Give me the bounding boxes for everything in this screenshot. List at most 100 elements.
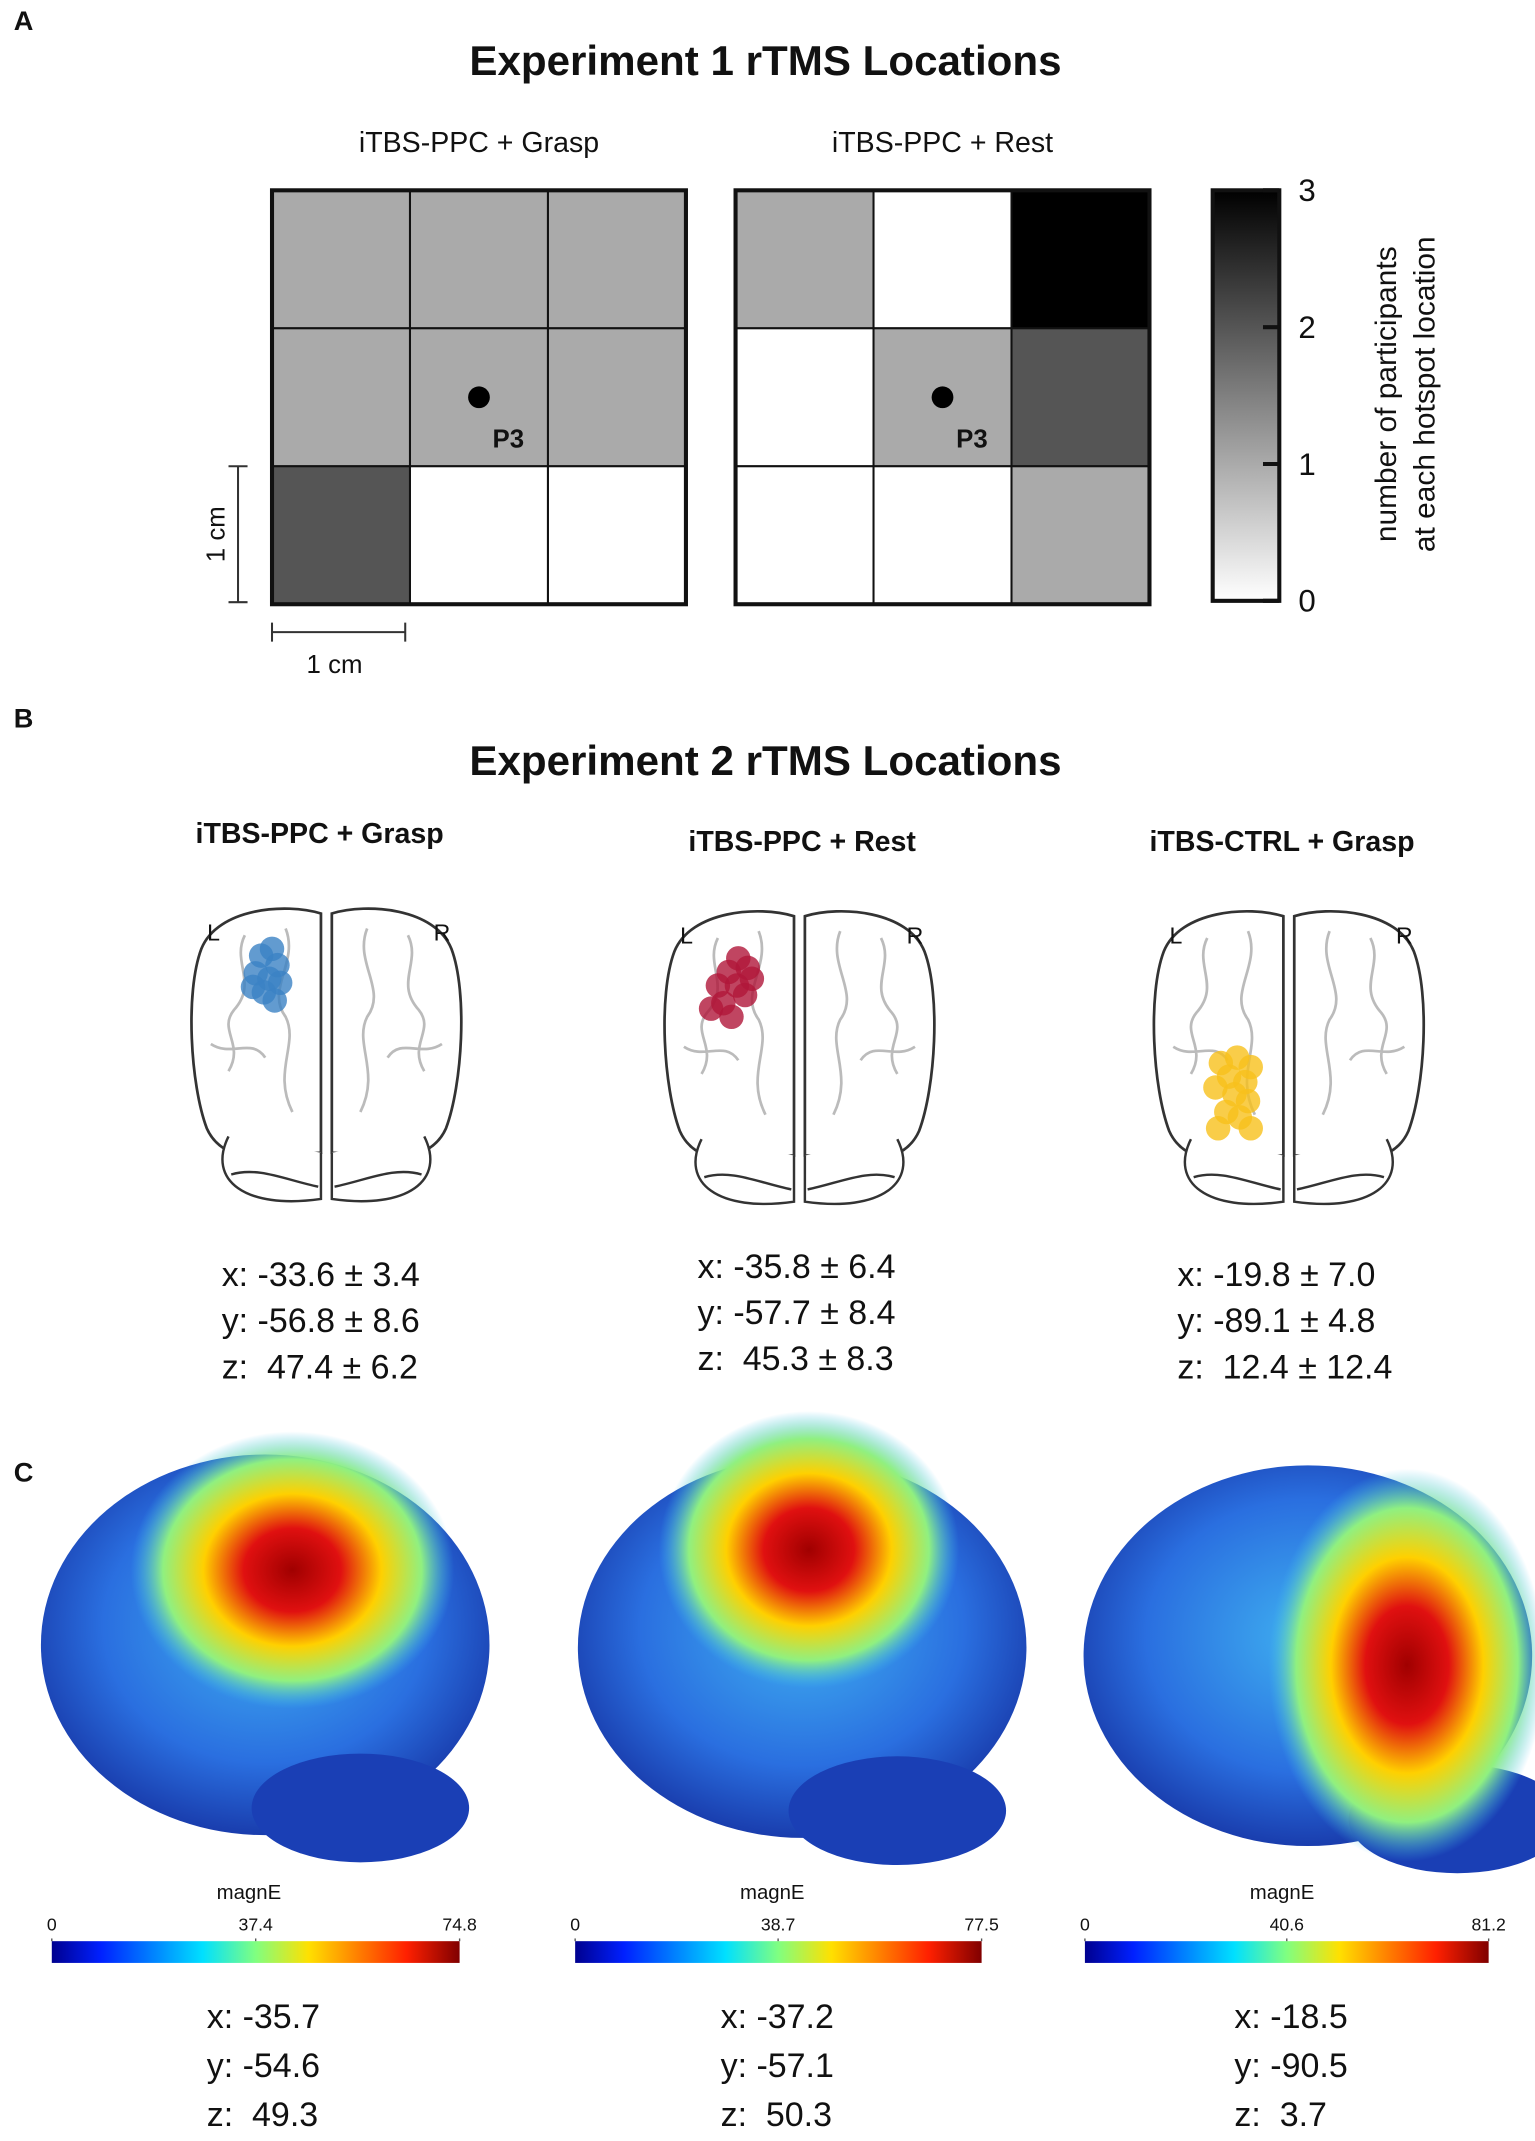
field-hotspot: [658, 1411, 960, 1689]
colorbar-tick-label: 38.7: [761, 1914, 795, 1934]
scale-bar-y: [228, 465, 248, 604]
colorbar: [575, 1941, 982, 1963]
coordinate: x: -18.5: [1234, 1998, 1347, 2036]
stim-site: [719, 1004, 744, 1030]
heatmap-cell: [408, 189, 549, 330]
marker-label: P3: [493, 426, 525, 454]
colorbar: [1210, 188, 1282, 603]
brain-outline: [190, 907, 463, 1203]
panel-title: Experiment 2 rTMS Locations: [469, 737, 1061, 784]
heatmap-cell: [734, 327, 875, 468]
map-title: iTBS-PPC + Grasp: [359, 127, 599, 159]
panel-label: C: [14, 1457, 34, 1488]
cerebellum: [694, 1138, 905, 1206]
group-title: iTBS-CTRL + Grasp: [1150, 826, 1415, 858]
coordinate: y: -89.1 ± 4.8: [1177, 1302, 1375, 1340]
colorbar-tick-label: 2: [1298, 310, 1315, 345]
p3-dot: [931, 386, 954, 409]
cerebellum: [1183, 1138, 1394, 1206]
panel-title: Experiment 1 rTMS Locations: [469, 37, 1061, 84]
hemisphere: [330, 907, 463, 1159]
coordinate: x: -37.2: [721, 1998, 834, 2036]
heatmap-cell: [408, 465, 549, 606]
colorbar-tick-label: 0: [570, 1914, 580, 1934]
heatmap-cell: [734, 465, 875, 606]
stim-site: [698, 996, 724, 1021]
map-border: [733, 188, 1152, 607]
heatmap-cell: [270, 327, 412, 468]
colorbar-tick-label: 74.8: [442, 1914, 477, 1934]
coordinate: z: 50.3: [721, 2096, 832, 2134]
stim-site: [1203, 1075, 1228, 1100]
colorbar-tick-label: 81.2: [1471, 1914, 1505, 1934]
map-title: iTBS-PPC + Rest: [832, 127, 1053, 159]
heatmap-cell: [270, 465, 412, 606]
heatmap-cell: [270, 189, 412, 330]
hemi-left: L: [1170, 922, 1183, 948]
heatmap-cell: [1010, 189, 1151, 330]
stim-site: [1238, 1116, 1263, 1141]
colorbar-tick-label: 37.4: [239, 1914, 274, 1934]
heatmap-cell: [1010, 465, 1151, 606]
marker-label: P3: [956, 426, 988, 454]
stim-site: [262, 988, 287, 1013]
heatmap-cell: [546, 189, 687, 330]
heatmap-cell: [872, 465, 1013, 606]
coordinate: y: -57.7 ± 8.4: [697, 1294, 895, 1332]
heatmap-cell: [872, 189, 1013, 330]
coordinate: z: 12.4 ± 12.4: [1177, 1348, 1392, 1386]
group-title: iTBS-PPC + Rest: [688, 826, 916, 858]
colorbar: [1084, 1941, 1489, 1963]
scale-bar-x: [270, 622, 407, 642]
coordinate: y: -90.5: [1234, 2047, 1347, 2085]
sulci: [359, 927, 443, 1113]
colorbar-label: number of participants: [1370, 246, 1403, 542]
coordinate: x: -35.8 ± 6.4: [697, 1248, 895, 1286]
heatmap-cell: [546, 327, 687, 468]
coordinate: y: -54.6: [207, 2047, 320, 2085]
scale-label-y: 1 cm: [202, 506, 230, 562]
stim-site: [1205, 1116, 1231, 1141]
sulci: [832, 930, 916, 1116]
coordinate: y: -57.1: [721, 2047, 834, 2085]
colorbar-label: at each hotspot location: [1408, 236, 1441, 552]
hemi-left: L: [207, 920, 220, 946]
coordinate: z: 49.3: [207, 2096, 318, 2134]
brain-outline: [1152, 910, 1426, 1206]
brain-outline: [663, 910, 936, 1206]
coordinate: y: -56.8 ± 8.6: [222, 1302, 420, 1340]
colorbar-tick-label: 1: [1298, 447, 1315, 482]
colorbar-tick-label: 0: [1080, 1914, 1090, 1934]
panel-label: A: [14, 5, 34, 36]
field-hotspot: [130, 1431, 455, 1709]
cerebellum-render: [788, 1756, 1007, 1866]
p3-dot: [468, 386, 490, 409]
hemisphere: [663, 910, 796, 1162]
stim-site: [240, 974, 266, 1000]
coordinate: z: 45.3 ± 8.3: [697, 1340, 893, 1378]
scale-label-x: 1 cm: [307, 651, 363, 679]
coordinate: x: -35.7: [207, 1998, 320, 2036]
panel-label: B: [14, 702, 34, 733]
map-border: [269, 188, 688, 607]
hemi-right: R: [907, 922, 924, 948]
stim-site: [739, 966, 765, 991]
hemi-left: L: [680, 922, 693, 948]
colorbar-label: magnE: [217, 1882, 282, 1904]
colorbar-tick-label: 0: [1298, 584, 1315, 619]
sulci: [210, 927, 294, 1113]
hemisphere: [1292, 910, 1426, 1162]
sulci: [1321, 930, 1406, 1116]
colorbar-tick-label: 0: [47, 1914, 57, 1934]
heatmap-cell: [734, 189, 875, 330]
field-hotspot: [1268, 1468, 1535, 1862]
colorbar-label: magnE: [1250, 1882, 1315, 1904]
colorbar: [51, 1941, 460, 1963]
group-title: iTBS-PPC + Grasp: [196, 818, 444, 850]
hemi-right: R: [434, 920, 451, 946]
cerebellum-render: [251, 1753, 470, 1863]
coordinate: z: 47.4 ± 6.2: [222, 1348, 418, 1386]
coordinate: x: -33.6 ± 3.4: [222, 1256, 420, 1294]
